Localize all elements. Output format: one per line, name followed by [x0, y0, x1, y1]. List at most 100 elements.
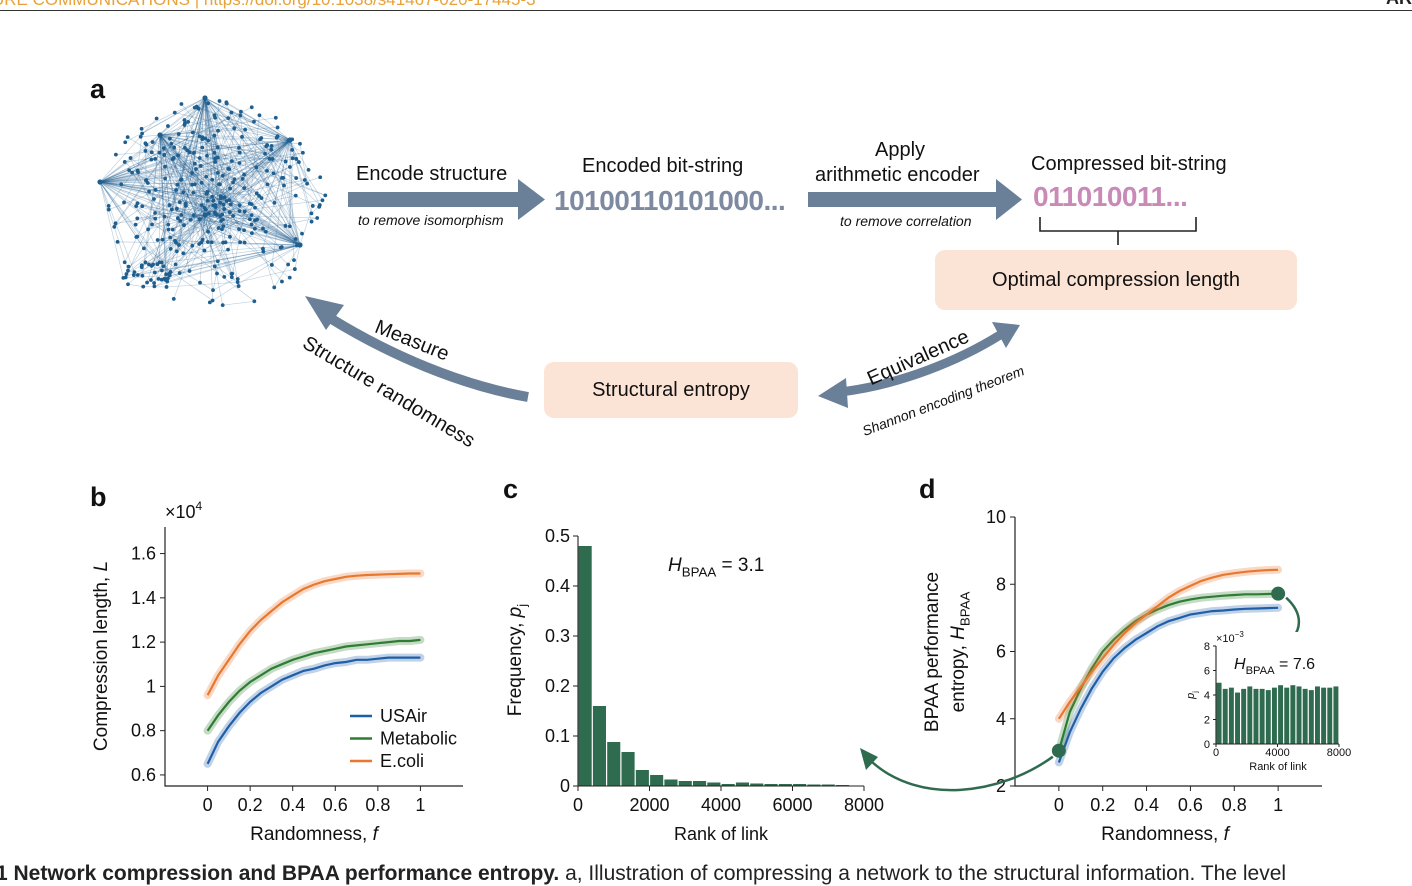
panel-b-ylabel: Compression length, L — [91, 561, 112, 751]
panel-d-inset-bar — [1217, 683, 1222, 744]
panel-d-xlabel-var: f — [1224, 824, 1231, 845]
panel-d-inset-ytick-label: 4 — [1204, 690, 1210, 702]
panel-d-ytick-label: 10 — [986, 507, 1006, 527]
panel-d-xlabel: Randomness, f — [1101, 824, 1231, 845]
panel-d-inset-bar — [1247, 686, 1252, 744]
panel-d-inset-bar — [1321, 688, 1326, 744]
panel-d-inset-bar — [1254, 689, 1259, 744]
panel-d-inset-bar — [1290, 685, 1295, 744]
panel-c-ytick-label: 0.2 — [545, 676, 570, 696]
panel-b-ytick-label: 0.6 — [131, 765, 156, 785]
panel-d-inset-bar — [1327, 688, 1332, 744]
panel-c-xtick-label: 8000 — [844, 795, 884, 815]
panel-c-ylabel-text: Frequency, — [505, 617, 526, 716]
panel-b-ytick-label: 1.2 — [131, 632, 156, 652]
panel-c-xtick-label: 4000 — [701, 795, 741, 815]
panel-b-series-line-E.coli — [208, 574, 421, 696]
panel-d-marker — [1052, 744, 1066, 758]
panel-d-xtick-label: 0.6 — [1178, 795, 1203, 815]
panel-c-ytick-label: 0.4 — [545, 576, 570, 596]
panel-d-inset-bar — [1235, 693, 1240, 744]
panel-d-inset-bar — [1309, 690, 1314, 744]
panel-b-ytick-label: 0.8 — [131, 721, 156, 741]
panel-b-ytick-label: 1 — [146, 676, 156, 696]
panel-b-xtick-label: 0.8 — [365, 795, 390, 815]
panel-b-xlabel-text: Randomness, — [250, 824, 373, 845]
panel-c-ytick-label: 0 — [560, 776, 570, 796]
panel-c-bar — [622, 752, 635, 786]
panel-d-ylabel-line2-var: H — [948, 626, 969, 640]
panel-c-ytick-label: 0.3 — [545, 626, 570, 646]
panel-d-to-c-arrow — [872, 757, 1053, 790]
panel-d-xtick-label: 0 — [1054, 795, 1064, 815]
panel-d-inset-xtick-label: 4000 — [1265, 747, 1289, 759]
panel-d-inset-bar — [1241, 689, 1246, 744]
panel-b-legend-label: USAir — [380, 706, 427, 726]
panel-c-ylabel-var: p — [505, 607, 526, 619]
panel-c-bar — [593, 706, 606, 786]
panel-d-xtick-label: 1 — [1273, 795, 1283, 815]
panel-c-chart: 0 2000 4000 6000 8000 0 0.1 0.2 0.3 0.4 0.5 Frequen… — [505, 526, 884, 844]
caption-text: a, Illustration of compressing a network… — [559, 862, 1286, 885]
panel-b-xtick-label: 0.2 — [238, 795, 263, 815]
panel-c-xlabel: Rank of link — [674, 824, 769, 844]
panel-c-xtick-label: 6000 — [772, 795, 812, 815]
caption-bold: 1 Network compression and BPAA performan… — [0, 862, 559, 885]
panel-d-to-c-arrowhead — [860, 748, 878, 770]
panel-c-ytick-label: 0.1 — [545, 726, 570, 746]
panel-d-inset-ylabel-sub: j — [1190, 691, 1199, 694]
panel-b-xtick-label: 0.4 — [280, 795, 305, 815]
panel-d-ylabel-line1-text: BPAA performance — [922, 572, 943, 732]
panel-d-inset-annotation-post: = 7.6 — [1275, 656, 1316, 673]
panel-b-chart: 0 0.2 0.4 0.6 0.8 1 0.6 0.8 1 1.2 1.4 1.6 ×104 Compre… — [91, 499, 463, 845]
panel-d-inset-ytick-label: 8 — [1204, 641, 1210, 653]
panel-c-xtick-label: 0 — [573, 795, 583, 815]
panel-d-inset-bar — [1229, 688, 1234, 744]
panel-c-annotation: HBPAA = 3.1 — [668, 555, 764, 580]
panel-c-bar — [693, 781, 706, 786]
panel-b-xtick-label: 0.6 — [323, 795, 348, 815]
panel-d-marker — [1271, 587, 1285, 601]
panel-c-bar — [679, 781, 692, 786]
panel-d-inset-bar — [1315, 686, 1320, 744]
panel-d-ytick-label: 6 — [996, 642, 1006, 662]
panel-b-xtick-label: 1 — [415, 795, 425, 815]
panel-d-ylabel-line2: entropy, HBPAA — [948, 591, 973, 712]
panel-b-ylabel-text: Compression length, — [91, 572, 112, 752]
panel-d-ylabel-line1: BPAA performance — [922, 572, 943, 732]
panel-c-xtick-label: 2000 — [629, 795, 669, 815]
panel-d-inset-annotation-sub: BPAA — [1246, 665, 1276, 677]
panel-c-ylabel-sub: j — [515, 604, 530, 608]
panel-b-multiplier-exp: 4 — [196, 499, 203, 513]
panel-c-bar — [664, 780, 677, 787]
panel-b-series-band-E.coli — [208, 574, 421, 696]
panel-c-annotation-var: H — [668, 555, 682, 576]
panel-d-ytick-label: 8 — [996, 574, 1006, 594]
panel-d-inset-xtick-label: 8000 — [1327, 747, 1351, 759]
panel-d-inset-bar — [1284, 688, 1289, 744]
panel-d-xtick-label: 0.2 — [1090, 795, 1115, 815]
panel-c-ytick-label: 0.5 — [545, 526, 570, 546]
panel-b-ytick-label: 1.6 — [131, 544, 156, 564]
panel-d-xtick-label: 0.8 — [1222, 795, 1247, 815]
panel-d-inset-multiplier-exp: −3 — [1235, 630, 1245, 639]
panel-b-xlabel-var: f — [373, 824, 380, 845]
panel-b-xtick-label: 0 — [203, 795, 213, 815]
figure-caption: 1 Network compression and BPAA performan… — [0, 862, 1286, 886]
panel-d-inset-ytick-label: 6 — [1204, 666, 1210, 678]
panel-d-inset-annotation-var: H — [1234, 656, 1246, 673]
panel-d-inset-xlabel: Rank of link — [1249, 761, 1307, 773]
panel-c-annotation-post: = 3.1 — [716, 555, 764, 576]
panel-b-multiplier: ×104 — [165, 499, 203, 522]
panel-d-ytick-label: 2 — [996, 776, 1006, 796]
panel-d-inset-bar — [1303, 689, 1308, 744]
panel-d-ylabel-line2-sub: BPAA — [958, 591, 973, 626]
panel-c-bar — [636, 770, 649, 786]
panel-d-inset-bar — [1278, 685, 1283, 744]
panel-d-ytick-label: 4 — [996, 709, 1006, 729]
panel-b-ytick-label: 1.4 — [131, 588, 156, 608]
panel-d-inset-bar — [1266, 690, 1271, 744]
panel-d-inset-ytick-label: 0 — [1204, 739, 1210, 751]
panel-c-bar — [650, 775, 663, 786]
panel-d-inset-ylabel-var: p — [1185, 693, 1197, 700]
